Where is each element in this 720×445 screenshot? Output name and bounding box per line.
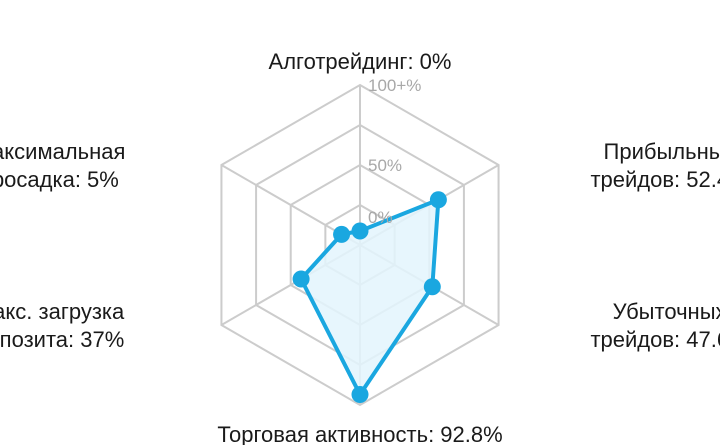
axis-label-5: Макс. загрузкадепозита: 37%	[0, 299, 125, 352]
data-point-1	[351, 222, 369, 240]
radar-axis-labels: Алготрейдинг: 0% Прибыльныхтрейдов: 52.4%…	[0, 49, 720, 445]
radar-series	[292, 191, 447, 403]
axis-label-6: Максимальнаяпросадка: 5%	[0, 139, 125, 192]
data-point-3	[423, 278, 441, 296]
axis-label-2: Прибыльныхтрейдов: 52.4%	[590, 139, 720, 192]
series-area	[299, 197, 441, 397]
data-point-5	[292, 270, 310, 288]
tick-label: 0%	[368, 208, 393, 227]
radar-tick-labels: 0% 50% 100+%	[368, 76, 421, 227]
axis-label-1: Алготрейдинг: 0%	[269, 49, 452, 74]
data-point-6	[333, 225, 351, 243]
tick-label: 50%	[368, 156, 402, 175]
data-point-2	[429, 191, 447, 209]
data-point-4	[351, 385, 369, 403]
tick-label: 100+%	[368, 76, 421, 95]
axis-label-4: Торговая активность: 92.8%	[217, 422, 502, 445]
